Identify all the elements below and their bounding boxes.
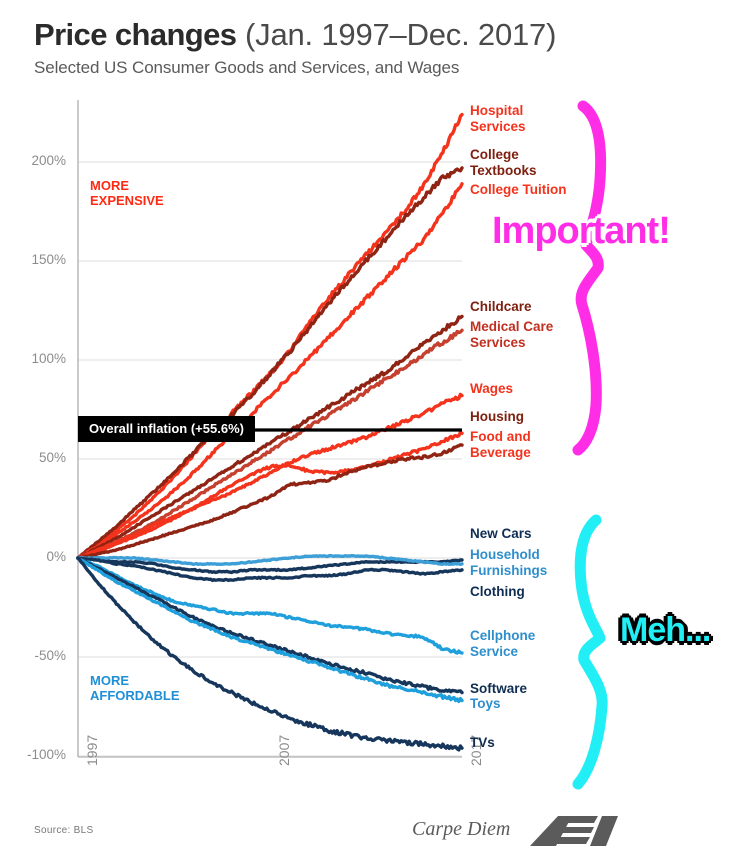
overall-inflation-label: Overall inflation (+55.6%)	[78, 416, 255, 442]
series-label-line: Beverage	[470, 444, 531, 460]
series-label-line: New Cars	[470, 526, 532, 541]
series-label-line: Clothing	[470, 584, 525, 599]
more-affordable-line1: MORE	[90, 673, 129, 688]
series-label-college-tuition: College Tuition	[470, 182, 567, 198]
more-expensive-line2: EXPENSIVE	[90, 193, 164, 208]
x-axis-tick-label: 1997	[84, 734, 100, 766]
series-line	[76, 556, 464, 752]
series-label-line: Services	[470, 334, 526, 350]
series-line	[76, 314, 464, 560]
series-label-new-cars: New Cars	[470, 526, 532, 542]
series-line	[76, 556, 464, 704]
series-label-line: Toys	[470, 696, 501, 711]
series-label-hospital-services: Hospital Services	[470, 103, 526, 134]
series-label-clothing: Clothing	[470, 584, 525, 600]
y-axis-tick-label: -100%	[26, 747, 66, 762]
series-line	[76, 556, 464, 695]
series-label-medical-care-services: Medical Care Services	[470, 319, 553, 350]
series-line	[76, 392, 464, 560]
series-line	[76, 556, 464, 655]
series-line	[76, 556, 464, 583]
source-note: Source: BLS	[34, 825, 94, 836]
series-label-line: TVs	[470, 735, 495, 750]
series-label-childcare: Childcare	[470, 299, 532, 315]
series-label-line: Cellphone	[470, 628, 536, 643]
series-label-food-and-beverage: Food and Beverage	[470, 429, 531, 460]
series-label-line: Medical Care	[470, 319, 554, 334]
series-label-line: Household	[470, 547, 540, 562]
y-axis-tick-label: 200%	[31, 153, 66, 168]
series-label-tvs: TVs	[470, 735, 495, 751]
carpe-diem-brand: Carpe Diem	[412, 818, 511, 840]
chart-header: Price changes (Jan. 1997–Dec. 2017) Sele…	[34, 16, 734, 78]
series-label-line: Wages	[470, 381, 514, 396]
meh-scribble-text: Meh...	[620, 611, 711, 649]
title-main: Price changes	[34, 17, 237, 52]
series-label-line: Food and	[470, 429, 531, 444]
more-affordable-annotation: MORE AFFORDABLE	[90, 673, 180, 703]
series-label-line: Software	[470, 681, 528, 696]
series-lines	[76, 112, 464, 752]
series-label-line: Services	[470, 118, 526, 134]
y-axis-tick-label: 0%	[46, 549, 66, 564]
more-affordable-line2: AFFORDABLE	[90, 688, 180, 703]
y-axis-tick-label: 50%	[38, 450, 66, 465]
series-line	[76, 443, 464, 560]
series-label-cellphone-service: Cellphone Service	[470, 628, 535, 659]
series-label-line: Hospital	[470, 103, 524, 118]
y-axis-tick-label: 100%	[31, 351, 66, 366]
series-label-line: Childcare	[470, 299, 532, 314]
series-label-line: College Tuition	[470, 182, 567, 197]
more-expensive-annotation: MORE EXPENSIVE	[90, 178, 164, 208]
series-label-line: Textbooks	[470, 162, 537, 178]
series-label-software: Software	[470, 681, 527, 697]
more-expensive-line1: MORE	[90, 178, 129, 193]
series-line	[76, 556, 464, 575]
series-label-toys: Toys	[470, 696, 501, 712]
series-label-wages: Wages	[470, 381, 513, 397]
series-label-household-furnishings: Household Furnishings	[470, 547, 547, 578]
series-label-line: Housing	[470, 409, 524, 424]
series-label-line: Service	[470, 643, 519, 659]
aei-logo	[530, 816, 618, 846]
meh-brace-icon	[572, 514, 608, 790]
y-axis-tick-label: 150%	[31, 252, 66, 267]
important-brace-icon	[572, 100, 607, 456]
series-label-line: Furnishings	[470, 562, 548, 578]
series-line	[76, 182, 464, 560]
x-axis-tick-label: 2007	[276, 734, 292, 766]
important-scribble-text: Important!	[492, 210, 671, 252]
page-title: Price changes (Jan. 1997–Dec. 2017)	[34, 16, 734, 54]
title-date-range: (Jan. 1997–Dec. 2017)	[245, 17, 557, 52]
series-label-college-textbooks: College Textbooks	[470, 147, 537, 178]
series-label-line: College	[470, 147, 519, 162]
series-line	[76, 430, 464, 560]
chart-subtitle: Selected US Consumer Goods and Services,…	[34, 58, 460, 77]
y-axis-tick-label: -50%	[34, 648, 66, 663]
series-label-housing: Housing	[470, 409, 524, 425]
series-line	[76, 553, 464, 567]
series-line	[76, 166, 464, 560]
